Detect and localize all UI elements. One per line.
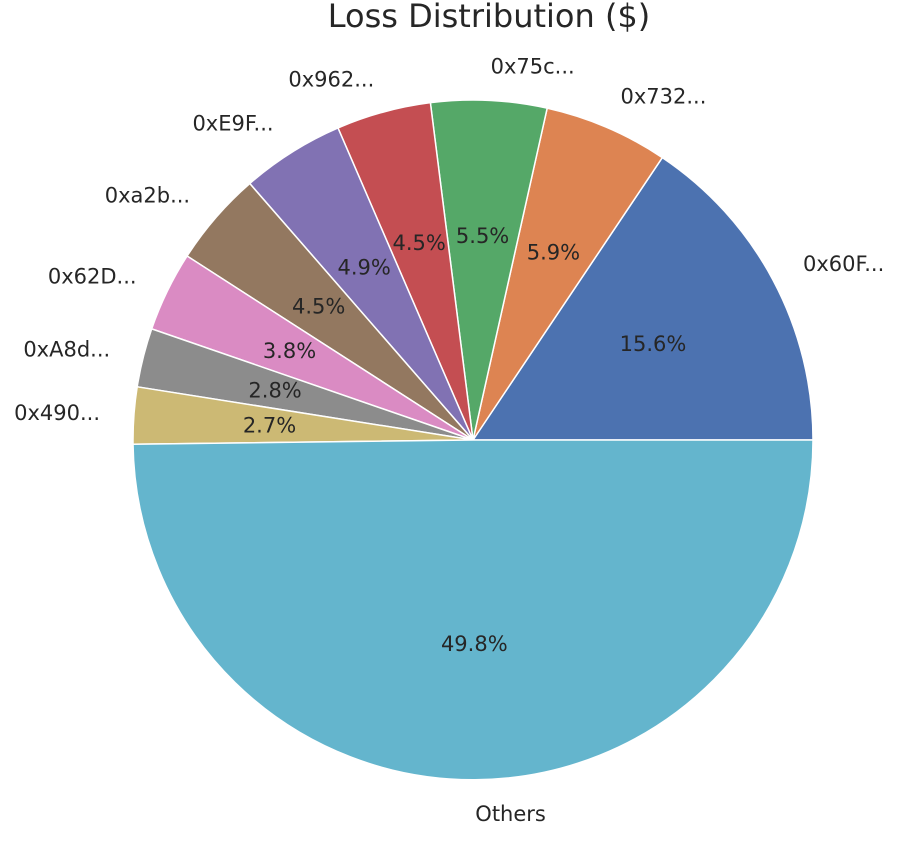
percent-labels: 15.6%5.9%5.5%4.5%4.9%4.5%3.8%2.8%2.7%49.…: [243, 224, 687, 656]
percent-label-0x75c: 5.5%: [456, 224, 509, 248]
chart-title: Loss Distribution ($): [328, 0, 651, 35]
slice-label-0xa8d: 0xA8d...: [23, 337, 110, 361]
percent-label-0x962: 4.5%: [393, 231, 446, 255]
slice-label-0x962: 0x962...: [288, 67, 374, 91]
pie-slice-others: [132, 439, 814, 781]
percent-label-0x490: 2.7%: [243, 413, 296, 437]
slice-label-0x75c: 0x75c...: [491, 54, 575, 78]
slice-label-others: Others: [475, 802, 546, 826]
percent-label-others: 49.8%: [441, 632, 508, 656]
percent-label-0xa2b: 4.5%: [292, 295, 345, 319]
slice-label-0x62d: 0x62D...: [48, 265, 137, 289]
percent-label-0x62d: 3.8%: [263, 339, 316, 363]
slice-labels: 0x60F... 0x732... 0x75c... 0x962... 0xE9F...…: [14, 54, 884, 826]
slice-label-0x490: 0x490...: [14, 401, 100, 425]
pie-slice-0x732: [472, 107, 664, 441]
pie-slices: [132, 99, 814, 781]
slice-label-0x60f: 0x60F...: [803, 252, 884, 276]
percent-label-0x732: 5.9%: [527, 241, 580, 265]
percent-label-0xa8d: 2.8%: [248, 379, 301, 403]
slice-label-0xa2b: 0xa2b...: [105, 183, 190, 207]
percent-label-0xe9f: 4.9%: [338, 255, 391, 279]
slice-label-0x732: 0x732...: [621, 84, 707, 108]
slice-label-0xe9f: 0xE9F...: [192, 112, 273, 136]
percent-label-0x60f: 15.6%: [620, 332, 687, 356]
pie-slice-0x60f: [471, 156, 814, 441]
